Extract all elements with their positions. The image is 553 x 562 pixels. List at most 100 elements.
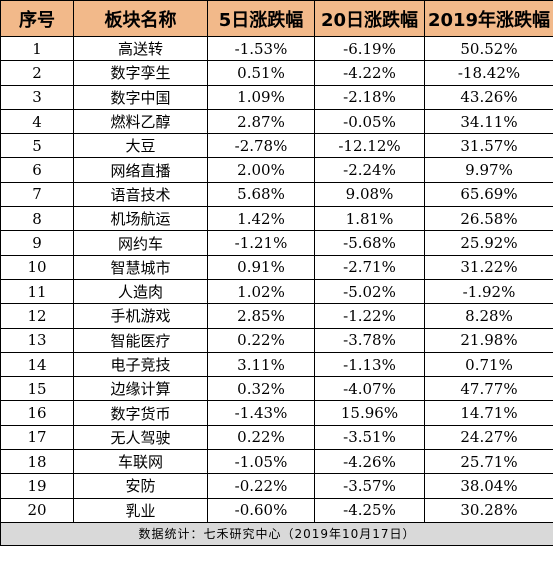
cell-index: 20 (0, 497, 74, 523)
cell-2019-change: 30.28% (424, 497, 553, 523)
cell-20day-change: -2.24% (314, 157, 425, 183)
cell-sector-name: 电子竞技 (73, 351, 208, 378)
cell-sector-name: 大豆 (73, 133, 208, 159)
cell-index: 17 (0, 424, 74, 451)
cell-20day-change: -3.51% (314, 424, 425, 451)
cell-sector-name: 数字货币 (73, 400, 208, 426)
cell-5day-change: 0.22% (207, 327, 315, 353)
cell-20day-change: -12.12% (314, 133, 425, 159)
header-index: 序号 (0, 0, 74, 37)
table-row: 10 智慧城市 0.91% -2.71% 31.22% (0, 254, 553, 280)
cell-2019-change: 31.57% (424, 133, 553, 159)
cell-5day-change: -1.21% (207, 230, 315, 256)
cell-5day-change: 0.91% (207, 254, 315, 280)
cell-5day-change: 2.00% (207, 157, 315, 183)
cell-20day-change: -3.78% (314, 327, 425, 353)
cell-index: 5 (0, 133, 74, 159)
cell-index: 1 (0, 35, 74, 62)
cell-20day-change: -5.02% (314, 278, 425, 305)
cell-20day-change: 15.96% (314, 400, 425, 426)
cell-2019-change: 47.77% (424, 376, 553, 402)
cell-2019-change: 8.28% (424, 303, 553, 329)
cell-2019-change: 25.71% (424, 449, 553, 475)
cell-sector-name: 网络直播 (73, 157, 208, 183)
cell-2019-change: 9.97% (424, 157, 553, 183)
cell-20day-change: -4.25% (314, 497, 425, 523)
cell-5day-change: 1.09% (207, 84, 315, 110)
cell-5day-change: 2.87% (207, 108, 315, 135)
cell-2019-change: 25.92% (424, 230, 553, 256)
cell-sector-name: 智能医疗 (73, 327, 208, 353)
cell-sector-name: 无人驾驶 (73, 424, 208, 451)
cell-5day-change: 2.85% (207, 303, 315, 329)
table-row: 3 数字中国 1.09% -2.18% 43.26% (0, 84, 553, 110)
cell-index: 18 (0, 449, 74, 475)
cell-2019-change: 26.58% (424, 206, 553, 232)
cell-5day-change: -1.05% (207, 449, 315, 475)
cell-20day-change: 1.81% (314, 206, 425, 232)
cell-5day-change: 3.11% (207, 351, 315, 378)
cell-index: 4 (0, 108, 74, 135)
cell-sector-name: 语音技术 (73, 181, 208, 208)
cell-sector-name: 网约车 (73, 230, 208, 256)
table-row: 11 人造肉 1.02% -5.02% -1.92% (0, 278, 553, 305)
cell-sector-name: 乳业 (73, 497, 208, 523)
table-row: 4 燃料乙醇 2.87% -0.05% 34.11% (0, 108, 553, 135)
cell-index: 8 (0, 206, 74, 232)
cell-sector-name: 手机游戏 (73, 303, 208, 329)
cell-sector-name: 车联网 (73, 449, 208, 475)
cell-5day-change: 1.02% (207, 278, 315, 305)
cell-2019-change: -18.42% (424, 60, 553, 86)
table-row: 8 机场航运 1.42% 1.81% 26.58% (0, 206, 553, 232)
cell-2019-change: 65.69% (424, 181, 553, 208)
cell-sector-name: 数字孪生 (73, 60, 208, 86)
cell-sector-name: 机场航运 (73, 206, 208, 232)
header-sector-name: 板块名称 (73, 0, 208, 37)
header-2019-change: 2019年涨跌幅 (424, 0, 553, 37)
cell-sector-name: 智慧城市 (73, 254, 208, 280)
cell-20day-change: 9.08% (314, 181, 425, 208)
cell-5day-change: -0.60% (207, 497, 315, 523)
cell-5day-change: 1.42% (207, 206, 315, 232)
cell-5day-change: 5.68% (207, 181, 315, 208)
cell-5day-change: -0.22% (207, 473, 315, 499)
cell-sector-name: 高送转 (73, 35, 208, 62)
cell-sector-name: 燃料乙醇 (73, 108, 208, 135)
cell-5day-change: 0.22% (207, 424, 315, 451)
cell-index: 13 (0, 327, 74, 353)
cell-2019-change: 14.71% (424, 400, 553, 426)
cell-20day-change: -6.19% (314, 35, 425, 62)
header-20day-change: 20日涨跌幅 (314, 0, 425, 37)
table-row: 6 网络直播 2.00% -2.24% 9.97% (0, 157, 553, 183)
cell-index: 7 (0, 181, 74, 208)
table-row: 16 数字货币 -1.43% 15.96% 14.71% (0, 400, 553, 426)
header-5day-change: 5日涨跌幅 (207, 0, 315, 37)
table-row: 7 语音技术 5.68% 9.08% 65.69% (0, 181, 553, 208)
table-row: 9 网约车 -1.21% -5.68% 25.92% (0, 230, 553, 256)
cell-index: 14 (0, 351, 74, 378)
cell-5day-change: -1.53% (207, 35, 315, 62)
cell-20day-change: -2.18% (314, 84, 425, 110)
table-row: 19 安防 -0.22% -3.57% 38.04% (0, 473, 553, 499)
cell-20day-change: -2.71% (314, 254, 425, 280)
table-row: 17 无人驾驶 0.22% -3.51% 24.27% (0, 424, 553, 451)
cell-index: 6 (0, 157, 74, 183)
table-row: 14 电子竞技 3.11% -1.13% 0.71% (0, 351, 553, 378)
cell-2019-change: 21.98% (424, 327, 553, 353)
table-row: 5 大豆 -2.78% -12.12% 31.57% (0, 133, 553, 159)
cell-2019-change: 50.52% (424, 35, 553, 62)
cell-index: 19 (0, 473, 74, 499)
cell-2019-change: 43.26% (424, 84, 553, 110)
cell-20day-change: -1.22% (314, 303, 425, 329)
cell-sector-name: 数字中国 (73, 84, 208, 110)
cell-index: 15 (0, 376, 74, 402)
cell-5day-change: -2.78% (207, 133, 315, 159)
cell-2019-change: -1.92% (424, 278, 553, 305)
cell-20day-change: -5.68% (314, 230, 425, 256)
table-row: 1 高送转 -1.53% -6.19% 50.52% (0, 35, 553, 62)
cell-2019-change: 34.11% (424, 108, 553, 135)
table-row: 18 车联网 -1.05% -4.26% 25.71% (0, 449, 553, 475)
table-row: 2 数字孪生 0.51% -4.22% -18.42% (0, 60, 553, 86)
cell-index: 2 (0, 60, 74, 86)
cell-sector-name: 人造肉 (73, 278, 208, 305)
